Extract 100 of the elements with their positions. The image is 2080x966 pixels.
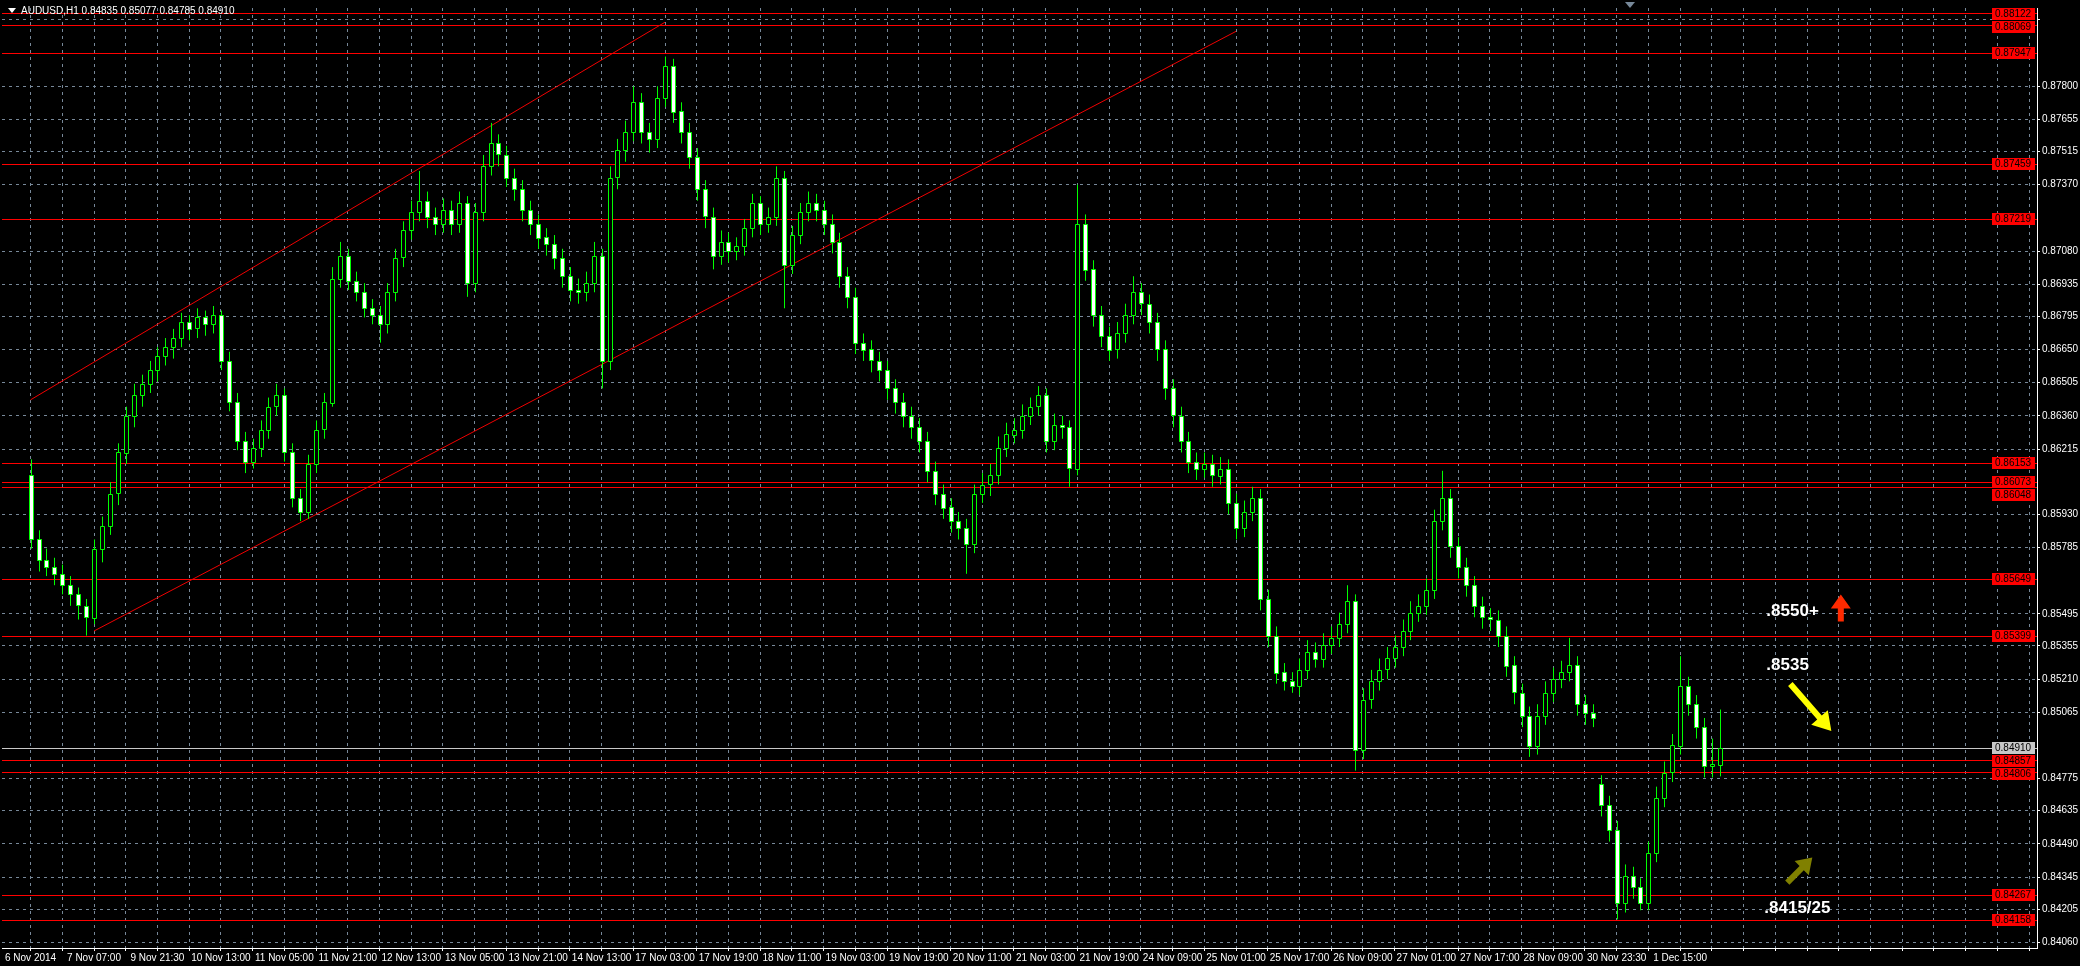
x-tick-label: 18 Nov 11:00 xyxy=(762,951,822,963)
candlestick xyxy=(441,197,446,234)
candlestick xyxy=(1139,282,1144,316)
x-tick-label: 17 Nov 19:00 xyxy=(698,951,759,963)
candlestick xyxy=(274,383,279,417)
candlestick xyxy=(338,241,343,289)
ref-line-label: 0.88069 xyxy=(1995,21,2032,33)
candlestick xyxy=(1551,667,1556,703)
x-tick-label: 27 Nov 01:00 xyxy=(1396,951,1457,963)
y-tick-label: 0.86360 xyxy=(2042,409,2079,421)
y-tick-label: 0.87655 xyxy=(2042,113,2079,125)
x-tick-label: 11 Nov 21:00 xyxy=(318,951,378,963)
candlestick xyxy=(1424,577,1429,616)
candlestick xyxy=(1638,877,1643,911)
y-tick-label: 0.84635 xyxy=(2042,804,2079,816)
candlestick xyxy=(378,305,383,344)
candlestick xyxy=(917,417,922,453)
candlestick xyxy=(964,518,969,575)
candlestick xyxy=(370,298,375,325)
candlestick xyxy=(1583,694,1588,726)
candlestick xyxy=(187,314,192,341)
candlestick xyxy=(1210,454,1215,488)
candlestick xyxy=(1313,641,1318,669)
candlestick xyxy=(734,236,739,261)
candlestick xyxy=(1305,639,1310,680)
ref-line-label: 0.86153 xyxy=(1995,457,2032,469)
x-tick-label: 7 Nov 07:00 xyxy=(67,951,122,963)
candlestick xyxy=(1543,680,1548,726)
candlestick xyxy=(1186,431,1191,474)
candlestick xyxy=(1488,607,1493,632)
candlestick xyxy=(155,346,160,383)
ref-line-label: 0.84158 xyxy=(1995,914,2032,926)
y-tick-label: 0.86215 xyxy=(2042,442,2079,454)
candlestick xyxy=(1416,593,1421,623)
candlestick xyxy=(1250,486,1255,522)
candlestick xyxy=(885,360,890,401)
x-tick-label: 27 Nov 17:00 xyxy=(1460,951,1520,963)
candlestick xyxy=(1131,275,1136,325)
candlestick xyxy=(520,179,525,222)
x-tick-label: 26 Nov 09:00 xyxy=(1333,951,1394,963)
candlestick xyxy=(52,557,57,586)
ref-line-label: 0.87947 xyxy=(1995,47,2032,59)
candlestick xyxy=(845,266,850,309)
ref-line-label: 0.87219 xyxy=(1995,213,2032,225)
candlestick xyxy=(1036,385,1041,417)
candlestick xyxy=(544,227,549,257)
candlestick xyxy=(1393,635,1398,669)
candlestick xyxy=(861,332,866,362)
candlestick xyxy=(1242,500,1247,538)
candlestick xyxy=(893,378,898,415)
candlestick xyxy=(949,497,954,534)
y-tick-label: 0.84345 xyxy=(2042,870,2079,882)
candlestick xyxy=(1440,470,1445,531)
candlestick xyxy=(933,461,938,506)
candlestick xyxy=(100,516,105,563)
x-tick-label: 13 Nov 05:00 xyxy=(444,951,505,963)
candlestick xyxy=(354,271,359,302)
ref-line-label: 0.84267 xyxy=(1995,889,2032,901)
candlestick xyxy=(766,207,771,234)
candlestick xyxy=(1408,600,1413,641)
candlestick xyxy=(623,120,628,163)
candlestick xyxy=(726,232,731,264)
annotation: .8415/25 xyxy=(1764,898,1831,918)
y-tick-label: 0.85495 xyxy=(2042,607,2079,619)
candlestick xyxy=(584,271,589,302)
candlestick xyxy=(814,193,819,222)
x-tick-label: 13 Nov 21:00 xyxy=(508,951,569,963)
annotation: .8550+ xyxy=(1766,601,1819,621)
y-tick-label: 0.84060 xyxy=(2042,936,2079,948)
candlestick xyxy=(1496,609,1501,648)
ref-line-label: 0.84910 xyxy=(1995,742,2032,754)
candlestick xyxy=(195,307,200,339)
candlestick xyxy=(409,200,414,241)
y-tick-label: 0.85930 xyxy=(2042,508,2079,520)
candlestick xyxy=(148,360,153,394)
y-tick-label: 0.85210 xyxy=(2042,672,2079,684)
candlestick xyxy=(504,145,509,188)
candlestick xyxy=(425,191,430,229)
candlestick xyxy=(449,200,454,236)
y-tick-label: 0.87800 xyxy=(2042,80,2079,92)
y-tick-label: 0.85785 xyxy=(2042,541,2079,553)
candlestick xyxy=(1464,557,1469,598)
candlestick xyxy=(44,548,49,577)
candlestick xyxy=(84,598,89,637)
candlestick xyxy=(1710,738,1715,778)
candlestick xyxy=(901,392,906,428)
candlestick xyxy=(1385,646,1390,680)
candlestick xyxy=(1218,456,1223,486)
y-tick-label: 0.84490 xyxy=(2042,837,2079,849)
y-tick-label: 0.85065 xyxy=(2042,706,2079,718)
candlestick xyxy=(140,374,145,408)
candlestick xyxy=(1321,632,1326,669)
candlestick xyxy=(1599,774,1604,817)
x-tick-label: 9 Nov 21:30 xyxy=(130,951,185,963)
candlestick xyxy=(1297,657,1302,696)
candlestick xyxy=(457,191,462,234)
candlestick xyxy=(742,218,747,257)
candlestick xyxy=(679,101,684,144)
candlestick xyxy=(1718,709,1723,777)
candlestick xyxy=(243,431,248,474)
